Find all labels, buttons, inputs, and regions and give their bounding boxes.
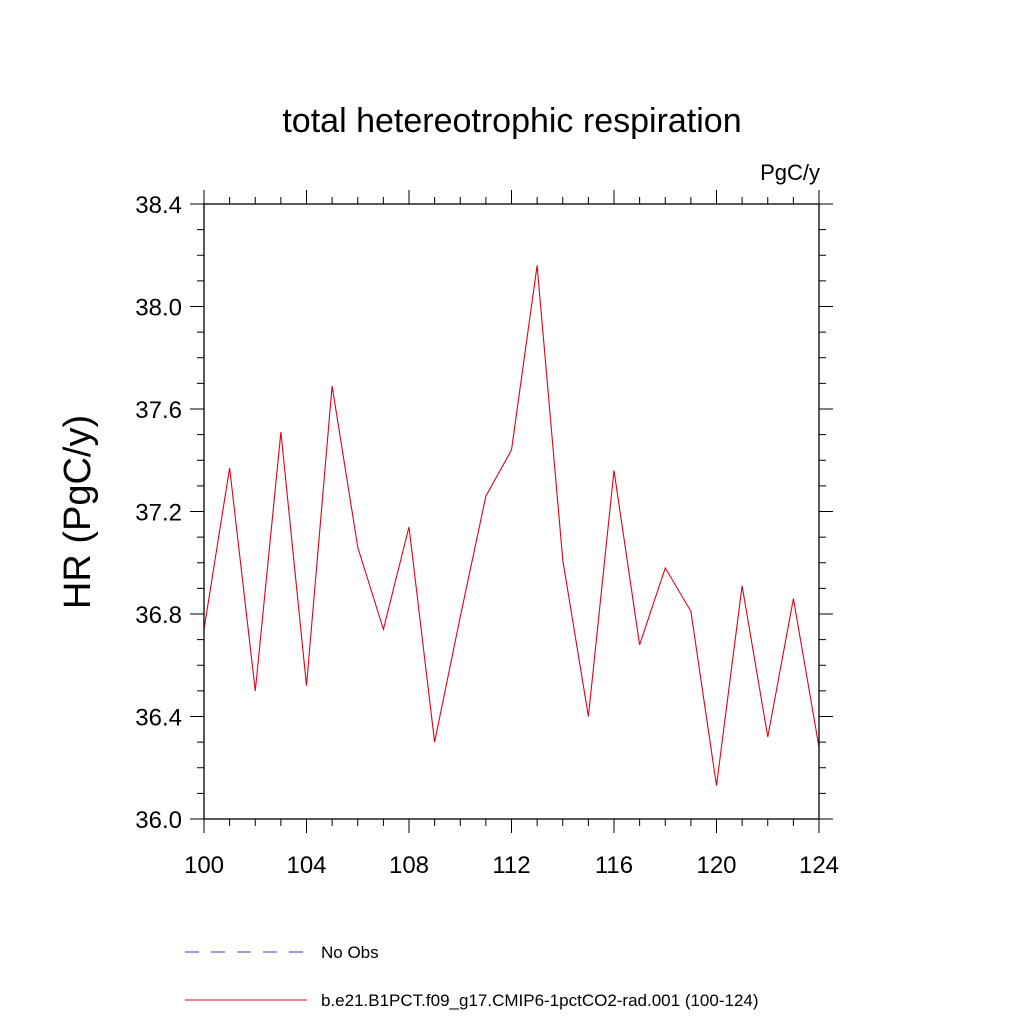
x-tick-label: 124 bbox=[799, 852, 839, 879]
x-tick-label: 104 bbox=[286, 852, 326, 879]
x-tick-label: 120 bbox=[696, 852, 736, 879]
y-tick-label: 36.4 bbox=[135, 705, 182, 732]
plot-frame bbox=[203, 203, 820, 820]
series-line-1 bbox=[203, 265, 820, 786]
y-tick-label: 36.0 bbox=[135, 807, 182, 834]
y-tick-label: 36.8 bbox=[135, 602, 182, 629]
legend-label-model-run: b.e21.B1PCT.f09_g17.CMIP6-1pctCO2-rad.00… bbox=[321, 991, 759, 1010]
legend: No Obs b.e21.B1PCT.f09_g17.CMIP6-1pctCO2… bbox=[185, 943, 759, 1010]
y-tick-label: 38.0 bbox=[135, 295, 182, 322]
x-tick-label: 116 bbox=[595, 852, 633, 879]
y-tick-label: 37.2 bbox=[135, 500, 182, 527]
x-tick-label: 108 bbox=[389, 852, 429, 879]
y-tick-label: 37.6 bbox=[135, 397, 182, 424]
units-label: PgC/y bbox=[760, 160, 820, 185]
x-tick-label: 112 bbox=[492, 852, 530, 879]
tick-marks bbox=[190, 190, 833, 833]
data-series bbox=[203, 265, 820, 786]
chart-title: total hetereotrophic respiration bbox=[282, 102, 741, 140]
y-axis-label: HR (PgC/y) bbox=[57, 415, 99, 609]
x-tick-labels: 100 104 108 112 116 120 124 bbox=[184, 852, 839, 879]
y-tick-label: 38.4 bbox=[135, 192, 182, 219]
legend-label-no-obs: No Obs bbox=[321, 943, 379, 962]
y-tick-labels: 36.0 36.4 36.8 37.2 37.6 38.0 38.4 bbox=[135, 192, 182, 834]
x-tick-label: 100 bbox=[184, 852, 224, 879]
